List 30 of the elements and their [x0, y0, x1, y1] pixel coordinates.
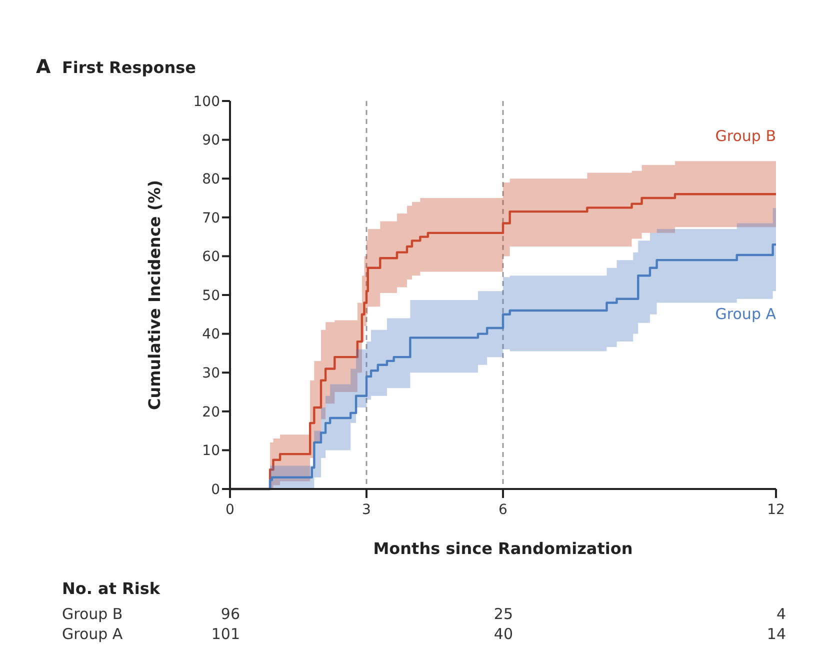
text: 4: [776, 605, 786, 623]
text: 101: [211, 625, 240, 643]
text: 14: [766, 625, 786, 643]
y-tick-label: 90: [202, 132, 220, 149]
text: A: [36, 56, 51, 78]
y-tick-label: 60: [202, 249, 220, 266]
y-tick-label: 30: [202, 366, 220, 382]
y-tick-label: 70: [202, 210, 220, 226]
y-tick-label: 100: [193, 94, 220, 110]
y-tick-label: 20: [202, 404, 220, 420]
y-tick-label: 10: [202, 443, 220, 460]
text: Group A: [715, 305, 777, 324]
text: Group A: [62, 625, 124, 643]
y-tick-label: 40: [202, 326, 220, 343]
y-axis-title: Cumulative Incidence (%): [145, 180, 164, 410]
y-tick-label: 80: [202, 172, 220, 188]
y-tick-label: 50: [202, 288, 220, 304]
text: 40: [494, 625, 513, 643]
chart-title: First Response: [62, 58, 196, 77]
text: Group B: [715, 127, 776, 146]
text: 96: [220, 605, 240, 623]
y-tick-label: 0: [211, 482, 220, 498]
text: Group B: [62, 605, 123, 623]
x-tick-label: 6: [498, 502, 508, 518]
text: No. at Risk: [62, 579, 160, 598]
x-tick-label: 12: [767, 502, 785, 518]
x-tick-label: 3: [362, 502, 371, 518]
x-axis-title: Months since Randomization: [373, 539, 633, 558]
x-tick-label: 0: [226, 502, 234, 518]
text: 25: [494, 605, 513, 623]
